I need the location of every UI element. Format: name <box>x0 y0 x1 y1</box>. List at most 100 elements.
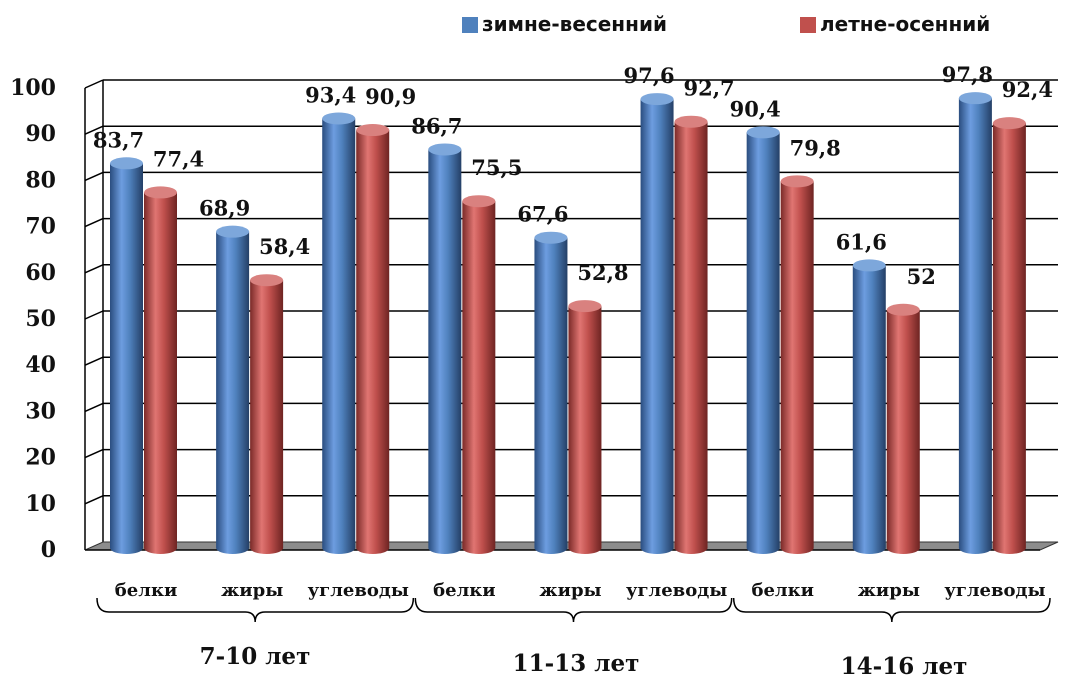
y-tick-label: 0 <box>41 537 56 563</box>
bars <box>110 92 1026 555</box>
data-label: 58,4 <box>259 234 310 259</box>
bar-body <box>568 306 602 554</box>
bar-body <box>640 99 674 554</box>
gridline-side <box>84 402 104 413</box>
category-label: углеводы <box>626 580 727 601</box>
bar-winter-spring <box>216 225 250 554</box>
legend-item-series-1: зимне-весенний <box>462 12 667 36</box>
bar-summer-autumn <box>674 115 708 554</box>
legend-swatch-blue <box>462 17 478 33</box>
legend-swatch-red <box>800 17 816 33</box>
gridline-side <box>84 125 104 135</box>
bar-top <box>886 303 920 316</box>
y-tick-label: 80 <box>25 167 56 193</box>
bar-top <box>534 231 568 244</box>
gridline-side <box>84 79 104 89</box>
bar-summer-autumn <box>992 117 1026 554</box>
gridline-side <box>84 264 104 274</box>
bar-body <box>144 192 177 555</box>
bar-summer-autumn <box>250 274 284 554</box>
legend-label: зимне-весенний <box>482 12 667 36</box>
gridline-side <box>84 310 104 320</box>
category-label: жиры <box>221 580 283 601</box>
bar-body <box>534 237 568 555</box>
bar-winter-spring <box>322 112 356 554</box>
group-brace <box>414 597 733 623</box>
data-label: 97,6 <box>623 63 674 88</box>
category-label: белки <box>751 580 814 601</box>
data-label: 77,4 <box>153 146 204 171</box>
bar-top <box>780 175 814 188</box>
bar-winter-spring <box>640 93 674 554</box>
bar-body <box>428 149 462 555</box>
bar-summer-autumn <box>886 303 920 554</box>
bar-body <box>216 231 250 554</box>
data-label: 90,4 <box>730 96 781 121</box>
data-label: 97,8 <box>942 62 993 87</box>
bar-summer-autumn <box>568 300 602 554</box>
bar-body <box>250 280 284 554</box>
gridline-side <box>84 448 104 459</box>
bar-body <box>110 163 143 554</box>
legend-label: летне-осенний <box>820 12 991 36</box>
category-label: углеводы <box>944 580 1045 601</box>
y-tick-label: 10 <box>25 491 56 517</box>
data-label: 92,7 <box>683 76 734 101</box>
bar-top <box>356 124 390 137</box>
bar-summer-autumn <box>356 124 390 555</box>
legend-item-series-2: летне-осенний <box>800 12 990 36</box>
bar-top <box>144 186 177 199</box>
y-tick-label: 40 <box>25 352 56 378</box>
bar-top <box>992 117 1026 130</box>
category-label: белки <box>115 580 178 601</box>
category-labels: белки жиры углеводы белки жиры углеводы белки ж… <box>115 580 1046 601</box>
data-label: 79,8 <box>790 135 841 160</box>
data-label: 90,9 <box>365 84 416 109</box>
bar-body <box>780 181 814 554</box>
bar-body <box>852 265 886 554</box>
bar-top <box>216 225 250 238</box>
gridline-side <box>84 356 104 366</box>
bar-top <box>958 92 992 105</box>
bar-top <box>110 157 143 170</box>
bar-body <box>992 123 1026 554</box>
group-label-3: 14-16 лет <box>840 653 968 680</box>
bar-winter-spring <box>958 92 992 554</box>
bar-winter-spring <box>746 126 780 555</box>
bar-summer-autumn <box>780 175 814 554</box>
group-label-2: 11-13 лет <box>512 650 640 677</box>
y-tick-label: 20 <box>25 445 56 471</box>
bar-top <box>322 112 356 125</box>
data-label: 67,6 <box>517 202 568 227</box>
bar-body <box>322 118 356 554</box>
data-label: 52 <box>907 264 936 289</box>
gridline-side <box>84 217 104 228</box>
category-label: жиры <box>858 580 920 601</box>
y-tick-label: 90 <box>25 121 56 147</box>
y-tick-label: 70 <box>25 214 56 240</box>
bar-summer-autumn <box>144 186 177 555</box>
gridline-side <box>84 171 104 182</box>
data-label: 93,4 <box>305 82 356 107</box>
data-label: 68,9 <box>199 196 250 221</box>
bar-winter-spring <box>428 143 462 555</box>
bar-top <box>462 195 496 208</box>
category-label: углеводы <box>308 580 409 601</box>
bar-top <box>568 300 602 313</box>
bar-winter-spring <box>534 231 568 555</box>
bar-top <box>852 259 886 272</box>
y-tick-label: 100 <box>10 75 56 101</box>
group-label-1: 7-10 лет <box>199 643 311 670</box>
data-label: 83,7 <box>93 127 144 152</box>
bar-body <box>674 121 708 554</box>
bar-top <box>674 115 708 128</box>
gridline-side <box>84 495 104 505</box>
bar-winter-spring <box>852 259 886 554</box>
data-label: 52,8 <box>577 260 628 285</box>
data-label: 61,6 <box>836 229 887 254</box>
bar-body <box>462 201 496 554</box>
group-braces <box>96 597 1051 623</box>
group-brace <box>96 597 415 623</box>
y-axis-ticks: 0 10 20 30 40 50 60 70 80 90 100 <box>10 75 56 563</box>
